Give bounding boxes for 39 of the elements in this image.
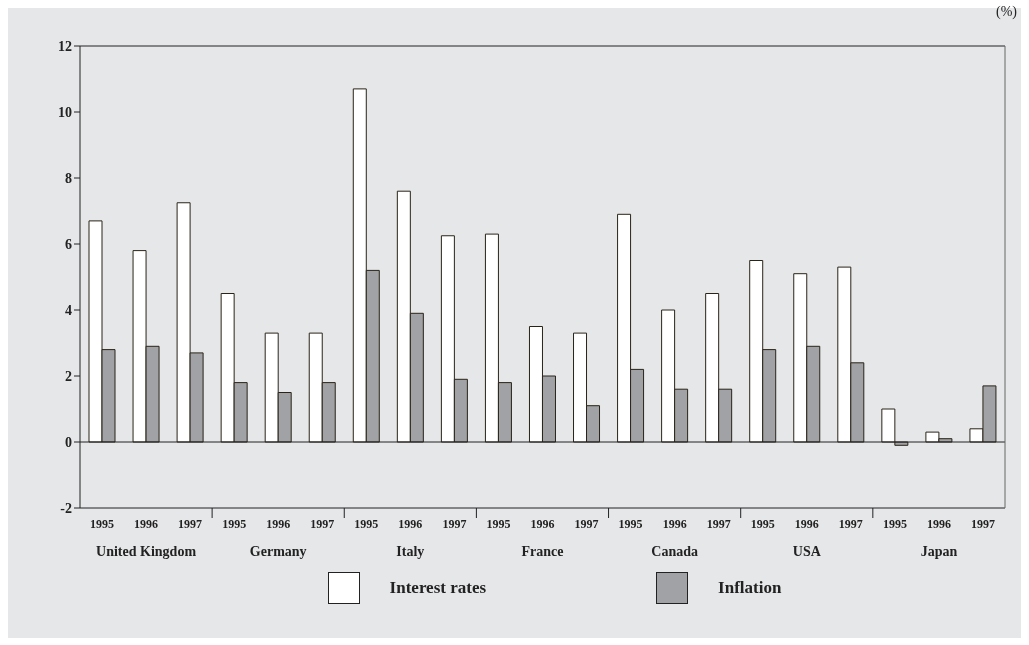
- x-tick-label: 1996: [266, 517, 291, 531]
- y-tick-label: 8: [65, 170, 72, 186]
- x-tick-label: 1997: [706, 517, 731, 531]
- x-tick-label: 1995: [354, 517, 379, 531]
- x-tick-label: 1997: [970, 517, 995, 531]
- y-tick-label: 2: [65, 368, 72, 384]
- text: United Kingdom: [96, 544, 197, 559]
- x-tick-label: 1996: [134, 517, 159, 531]
- x-tick-label: 1995: [750, 517, 775, 531]
- x-tick-label: 1995: [486, 517, 511, 531]
- x-tick-label: 1995: [882, 517, 907, 531]
- x-tick-label: 1997: [838, 517, 863, 531]
- text: Canada: [651, 544, 698, 559]
- y-tick-label: 4: [65, 302, 72, 318]
- x-tick-label: 1997: [310, 517, 335, 531]
- text: Germany: [249, 544, 307, 559]
- legend-label: Inflation: [718, 578, 782, 598]
- x-tick-label: 1996: [662, 517, 687, 531]
- x-tick-label: 1996: [926, 517, 951, 531]
- x-tick-label: 1995: [222, 517, 247, 531]
- x-tick-label: 1997: [442, 517, 467, 531]
- text: France: [521, 544, 564, 559]
- x-tick-label: 1997: [574, 517, 599, 531]
- legend-label: Interest rates: [389, 578, 487, 598]
- text: USA: [792, 544, 822, 559]
- y-tick-label: 6: [65, 236, 72, 252]
- y-tick-label: 10: [58, 104, 72, 120]
- y-tick-label: 12: [58, 38, 72, 54]
- text: Japan: [920, 544, 958, 559]
- text: Italy: [396, 544, 425, 559]
- y-axis-title: (%): [996, 4, 1017, 20]
- x-tick-label: 1995: [90, 517, 115, 531]
- y-tick-label: -2: [60, 500, 72, 516]
- x-tick-label: 1996: [398, 517, 423, 531]
- x-tick-label: 1996: [794, 517, 819, 531]
- x-tick-label: 1997: [178, 517, 203, 531]
- x-tick-label: 1996: [530, 517, 555, 531]
- x-tick-label: 1995: [618, 517, 643, 531]
- y-tick-label: 0: [65, 434, 72, 450]
